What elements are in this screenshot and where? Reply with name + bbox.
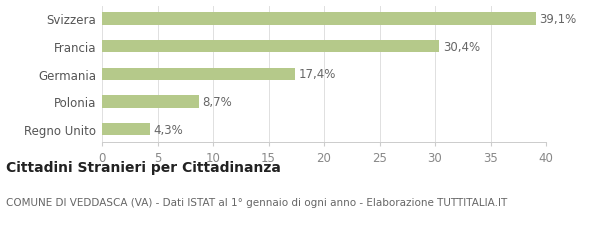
Bar [102,41,439,53]
Text: 30,4%: 30,4% [443,40,480,53]
Bar [102,68,295,81]
Text: 8,7%: 8,7% [202,95,232,109]
Bar [102,96,199,108]
Text: 4,3%: 4,3% [153,123,183,136]
Bar [102,123,150,136]
Text: Cittadini Stranieri per Cittadinanza: Cittadini Stranieri per Cittadinanza [6,160,281,174]
Text: 17,4%: 17,4% [298,68,336,81]
Text: COMUNE DI VEDDASCA (VA) - Dati ISTAT al 1° gennaio di ogni anno - Elaborazione T: COMUNE DI VEDDASCA (VA) - Dati ISTAT al … [6,197,507,207]
Text: 39,1%: 39,1% [539,13,577,26]
Bar [102,13,536,25]
